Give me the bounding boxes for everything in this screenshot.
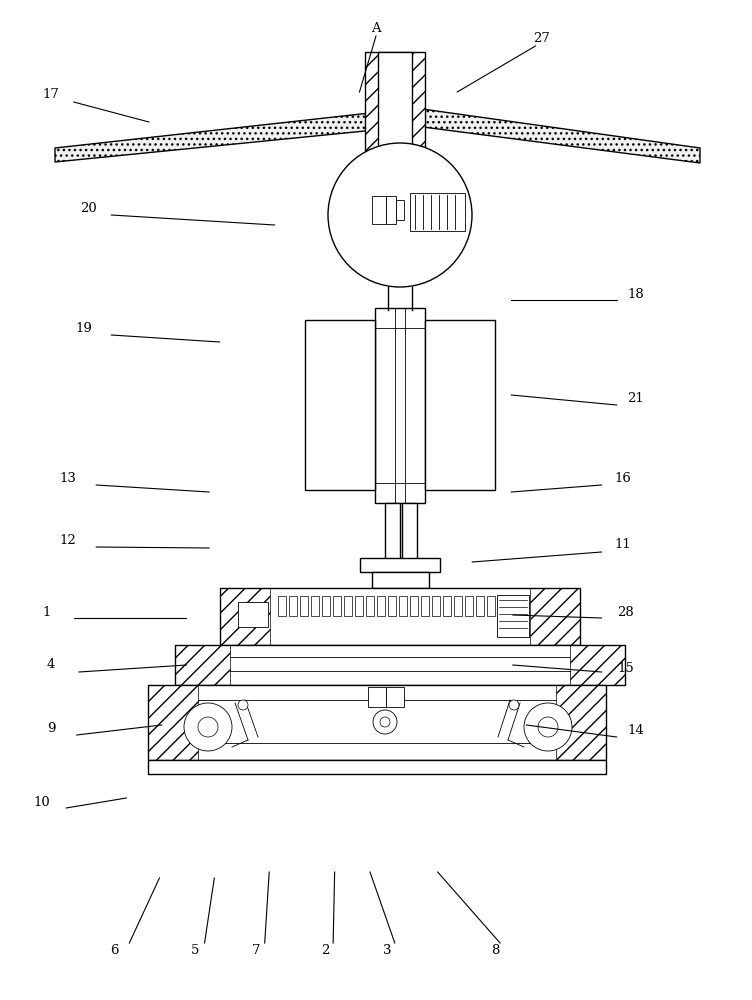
- Circle shape: [524, 703, 572, 751]
- Text: 15: 15: [617, 662, 634, 674]
- Bar: [366, 596, 374, 616]
- Bar: [385, 503, 400, 561]
- Bar: [368, 687, 386, 707]
- Bar: [289, 596, 297, 616]
- Bar: [360, 558, 440, 572]
- Bar: [388, 596, 396, 616]
- Polygon shape: [415, 108, 700, 163]
- Text: 3: 3: [383, 944, 392, 956]
- Bar: [476, 596, 484, 616]
- Bar: [175, 645, 625, 685]
- Text: 9: 9: [47, 722, 56, 734]
- Bar: [148, 760, 606, 774]
- Bar: [386, 196, 396, 224]
- Bar: [377, 596, 385, 616]
- Text: 12: 12: [59, 534, 76, 546]
- Text: 2: 2: [320, 944, 329, 956]
- Text: 4: 4: [47, 658, 56, 672]
- Bar: [220, 588, 580, 645]
- Circle shape: [328, 143, 472, 287]
- Bar: [148, 685, 198, 760]
- Bar: [175, 645, 230, 685]
- Text: 1: 1: [42, 605, 51, 618]
- Text: 19: 19: [76, 322, 92, 334]
- Circle shape: [373, 710, 397, 734]
- Bar: [220, 588, 270, 645]
- Bar: [421, 596, 429, 616]
- Text: 13: 13: [59, 472, 76, 485]
- Bar: [443, 596, 451, 616]
- Bar: [148, 685, 606, 760]
- Bar: [570, 645, 625, 685]
- Circle shape: [198, 717, 218, 737]
- Bar: [465, 596, 473, 616]
- Bar: [530, 588, 580, 645]
- Bar: [432, 596, 440, 616]
- Text: 7: 7: [251, 944, 260, 956]
- Circle shape: [184, 703, 232, 751]
- Bar: [399, 596, 407, 616]
- Bar: [355, 596, 363, 616]
- Bar: [378, 52, 412, 162]
- Text: 16: 16: [614, 472, 631, 485]
- Bar: [410, 193, 465, 231]
- Bar: [238, 602, 268, 627]
- Circle shape: [538, 717, 558, 737]
- Bar: [372, 572, 429, 588]
- Circle shape: [509, 700, 519, 710]
- Text: 10: 10: [33, 796, 50, 808]
- Bar: [372, 196, 386, 224]
- Bar: [322, 596, 330, 616]
- Text: 27: 27: [533, 31, 550, 44]
- Text: 21: 21: [627, 391, 644, 404]
- Bar: [311, 596, 319, 616]
- Bar: [487, 596, 495, 616]
- Text: 14: 14: [627, 724, 644, 736]
- Bar: [402, 503, 417, 561]
- Text: 20: 20: [80, 202, 97, 215]
- Bar: [375, 308, 425, 503]
- Bar: [386, 687, 404, 707]
- Bar: [410, 596, 418, 616]
- Bar: [425, 320, 495, 490]
- Text: 6: 6: [110, 944, 119, 956]
- Text: 5: 5: [191, 944, 200, 956]
- Text: 11: 11: [614, 538, 631, 552]
- Bar: [396, 200, 404, 220]
- Bar: [300, 596, 308, 616]
- Bar: [498, 596, 506, 616]
- Text: 17: 17: [43, 89, 59, 102]
- Text: 8: 8: [490, 944, 499, 956]
- Text: 28: 28: [617, 605, 634, 618]
- Bar: [509, 596, 517, 616]
- Bar: [556, 685, 606, 760]
- Text: A: A: [371, 21, 381, 34]
- Circle shape: [238, 700, 248, 710]
- Circle shape: [380, 717, 390, 727]
- Bar: [497, 595, 529, 637]
- Bar: [305, 320, 375, 490]
- Bar: [344, 596, 352, 616]
- Bar: [454, 596, 462, 616]
- Text: 18: 18: [627, 288, 644, 302]
- Bar: [365, 52, 425, 197]
- Bar: [278, 596, 286, 616]
- Polygon shape: [55, 108, 415, 162]
- Bar: [333, 596, 341, 616]
